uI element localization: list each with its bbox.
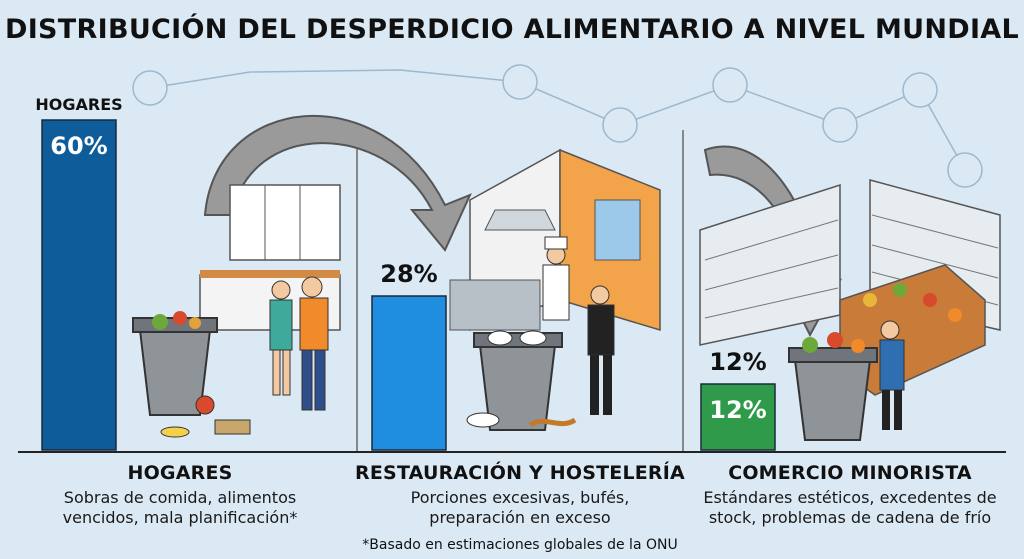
- caption-desc-line: Sobras de comida, alimentos: [63, 488, 297, 507]
- arrow-hogares-to-restauracion-icon: [203, 114, 472, 252]
- caption-desc-line: Estándares estéticos, excedentes de: [703, 488, 997, 507]
- supermarket-scene-illustration: [699, 179, 1001, 441]
- caption-hogares: HOGARES Sobras de comida, alimentos venc…: [10, 462, 350, 528]
- truck-network-icon: [822, 107, 858, 143]
- hand-drop-network-icon: [902, 72, 938, 108]
- network-decoration: [132, 64, 983, 188]
- bar-top-label: 28%: [380, 260, 437, 288]
- caption-head: RESTAURACIÓN Y HOSTELERÍA: [355, 462, 685, 484]
- chart-title: DISTRIBUCIÓN DEL DESPERDICIO ALIMENTARIO…: [4, 14, 1020, 45]
- bar-data-label: 60%: [50, 132, 107, 160]
- caption-desc-line: preparación en exceso: [429, 508, 611, 527]
- footnote: *Basado en estimaciones globales de la O…: [362, 537, 678, 553]
- bar-hogares: [41, 119, 117, 451]
- caption-head: HOGARES: [127, 462, 233, 484]
- factory-network-icon: [602, 107, 638, 143]
- box-network-icon: [712, 67, 748, 103]
- caption-desc-line: stock, problemas de cadena de frío: [708, 508, 992, 527]
- caption-head: COMERCIO MINORISTA: [728, 462, 972, 484]
- bar-data-label: 12%: [709, 396, 766, 424]
- caption-restauracion: RESTAURACIÓN Y HOSTELERÍA Porciones exce…: [350, 462, 690, 528]
- bar-restauracion: [371, 295, 447, 451]
- recycle-network-icon: [947, 152, 983, 188]
- house-network-icon: [132, 70, 168, 106]
- kitchen-scene-illustration: [132, 184, 341, 438]
- caption-desc-line: vencidos, mala planificación*: [62, 508, 298, 527]
- bar-top-label: HOGARES: [35, 95, 122, 114]
- caption-desc-line: Porciones excesivas, bufés,: [410, 488, 630, 507]
- bar-comercio: [700, 383, 776, 451]
- restaurant-scene-illustration: [449, 148, 661, 431]
- bar-top-label: 12%: [709, 348, 766, 376]
- fish-network-icon: [502, 64, 538, 100]
- caption-comercio: COMERCIO MINORISTA Estándares estéticos,…: [680, 462, 1020, 528]
